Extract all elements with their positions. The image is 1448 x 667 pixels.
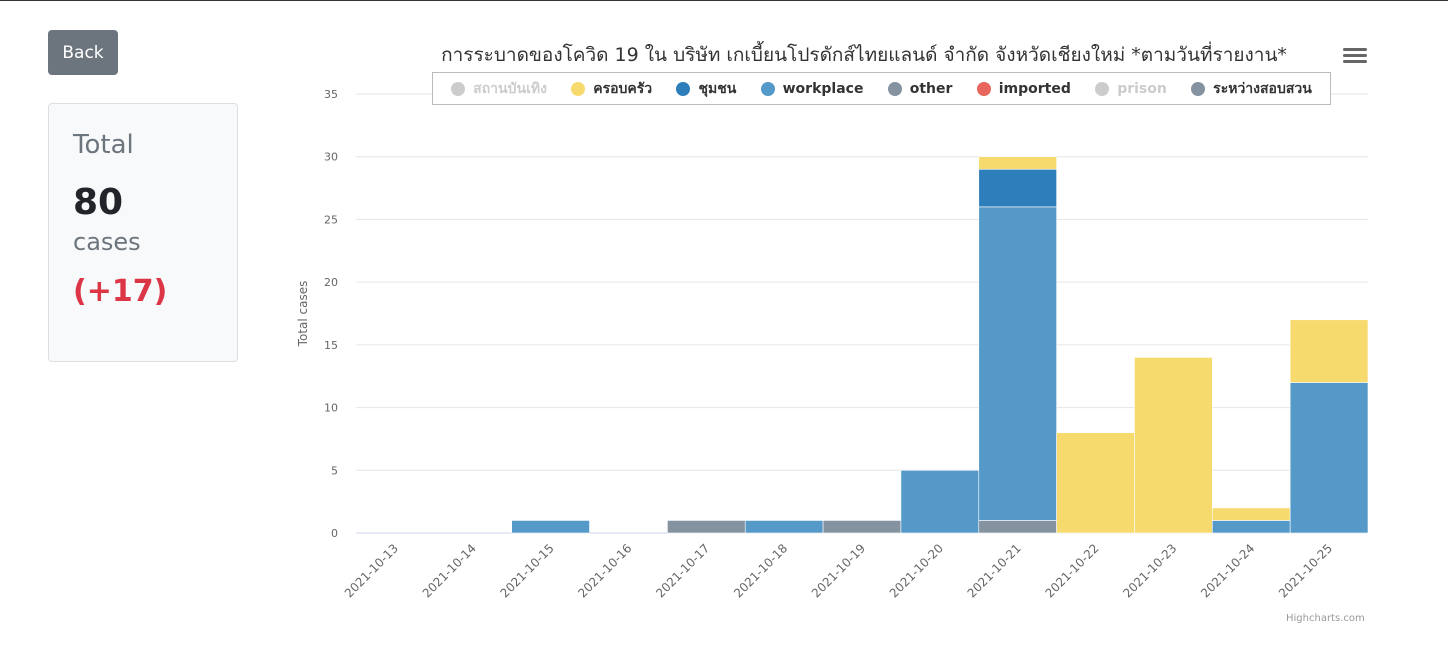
legend-marker-icon xyxy=(1191,81,1206,96)
bar-segment xyxy=(1289,319,1369,383)
x-tick-label: 2021-10-23 xyxy=(1120,541,1179,600)
legend-label: ครอบครัว xyxy=(593,80,653,97)
x-tick-label: 2021-10-14 xyxy=(420,541,479,600)
x-tick-label: 2021-10-17 xyxy=(653,541,712,600)
x-tick-label: 2021-10-16 xyxy=(575,541,634,600)
bar-segment xyxy=(511,520,590,534)
legend-item[interactable]: สถานบันเทิง xyxy=(451,78,547,100)
total-label: Total xyxy=(73,130,134,160)
legend-item[interactable]: imported xyxy=(976,80,1071,97)
legend-marker-icon xyxy=(1095,81,1110,96)
x-tick-label: 2021-10-25 xyxy=(1276,541,1335,600)
legend-label: prison xyxy=(1117,80,1167,97)
bar-segment xyxy=(900,469,980,534)
legend-item[interactable]: prison xyxy=(1095,81,1167,97)
bar-segment xyxy=(978,206,1057,521)
bar-segment xyxy=(978,168,1057,208)
legend-marker-icon xyxy=(676,81,691,96)
hamburger-menu-icon[interactable] xyxy=(1343,45,1367,67)
x-tick-label: 2021-10-18 xyxy=(731,541,790,600)
legend-item[interactable]: ระหว่างสอบสวน xyxy=(1191,78,1312,100)
legend-marker-icon xyxy=(887,81,902,96)
chart-credits[interactable]: Highcharts.com xyxy=(1286,613,1365,624)
legend-item[interactable]: other xyxy=(887,80,953,97)
x-tick-label: 2021-10-15 xyxy=(498,541,557,600)
bar-segment xyxy=(822,520,902,534)
chart-legend: สถานบันเทิง ครอบครัว ชุมชน workplace other im… xyxy=(432,72,1331,105)
legend-label: ระหว่างสอบสวน xyxy=(1213,80,1312,97)
y-tick-label: 15 xyxy=(324,339,338,352)
y-tick-label: 5 xyxy=(331,464,338,477)
total-value: 80 xyxy=(73,182,124,223)
y-tick-label: 20 xyxy=(324,276,338,289)
legend-label: สถานบันเทิง xyxy=(473,80,547,97)
legend-marker-icon xyxy=(976,81,991,96)
total-delta: (+17) xyxy=(73,274,168,309)
bar-segment xyxy=(978,520,1057,534)
legend-item[interactable]: ครอบครัว xyxy=(571,78,652,100)
bar-segment xyxy=(1212,507,1291,521)
bar-segment xyxy=(667,520,746,534)
chart-title: การระบาดของโควิด 19 ใน บริษัท เกเบี้ยนโป… xyxy=(441,44,1287,66)
bar-segment xyxy=(978,156,1057,170)
x-tick-label: 2021-10-19 xyxy=(809,541,868,600)
bar-segment xyxy=(1212,520,1291,534)
y-tick-label: 0 xyxy=(331,527,338,540)
legend-label: imported xyxy=(998,80,1071,97)
total-cases-card: Total 80 cases (+17) xyxy=(48,103,238,362)
legend-marker-icon xyxy=(451,81,466,96)
bar-segment xyxy=(1056,432,1135,534)
legend-item[interactable]: workplace xyxy=(760,80,864,97)
x-tick-label: 2021-10-24 xyxy=(1198,541,1257,600)
bar-segment xyxy=(1134,357,1213,534)
x-tick-label: 2021-10-21 xyxy=(965,541,1024,600)
legend-label: ชุมชน xyxy=(698,80,737,97)
bar-segment xyxy=(1289,382,1369,534)
legend-label: workplace xyxy=(782,80,864,97)
legend-marker-icon xyxy=(760,81,775,96)
x-tick-label: 2021-10-22 xyxy=(1042,541,1101,600)
total-unit: cases xyxy=(73,228,141,256)
x-tick-label: 2021-10-13 xyxy=(342,541,401,600)
back-button[interactable]: Back xyxy=(48,30,118,75)
legend-label: other xyxy=(909,80,953,97)
legend-marker-icon xyxy=(571,81,586,96)
y-axis-title: Total cases xyxy=(296,281,310,348)
y-tick-label: 10 xyxy=(324,402,338,415)
bar-segment xyxy=(744,520,824,534)
y-tick-label: 35 xyxy=(324,88,338,101)
legend-item[interactable]: ชุมชน xyxy=(676,78,736,100)
y-tick-label: 25 xyxy=(324,213,338,226)
y-tick-label: 30 xyxy=(324,151,338,164)
x-tick-label: 2021-10-20 xyxy=(887,541,946,600)
